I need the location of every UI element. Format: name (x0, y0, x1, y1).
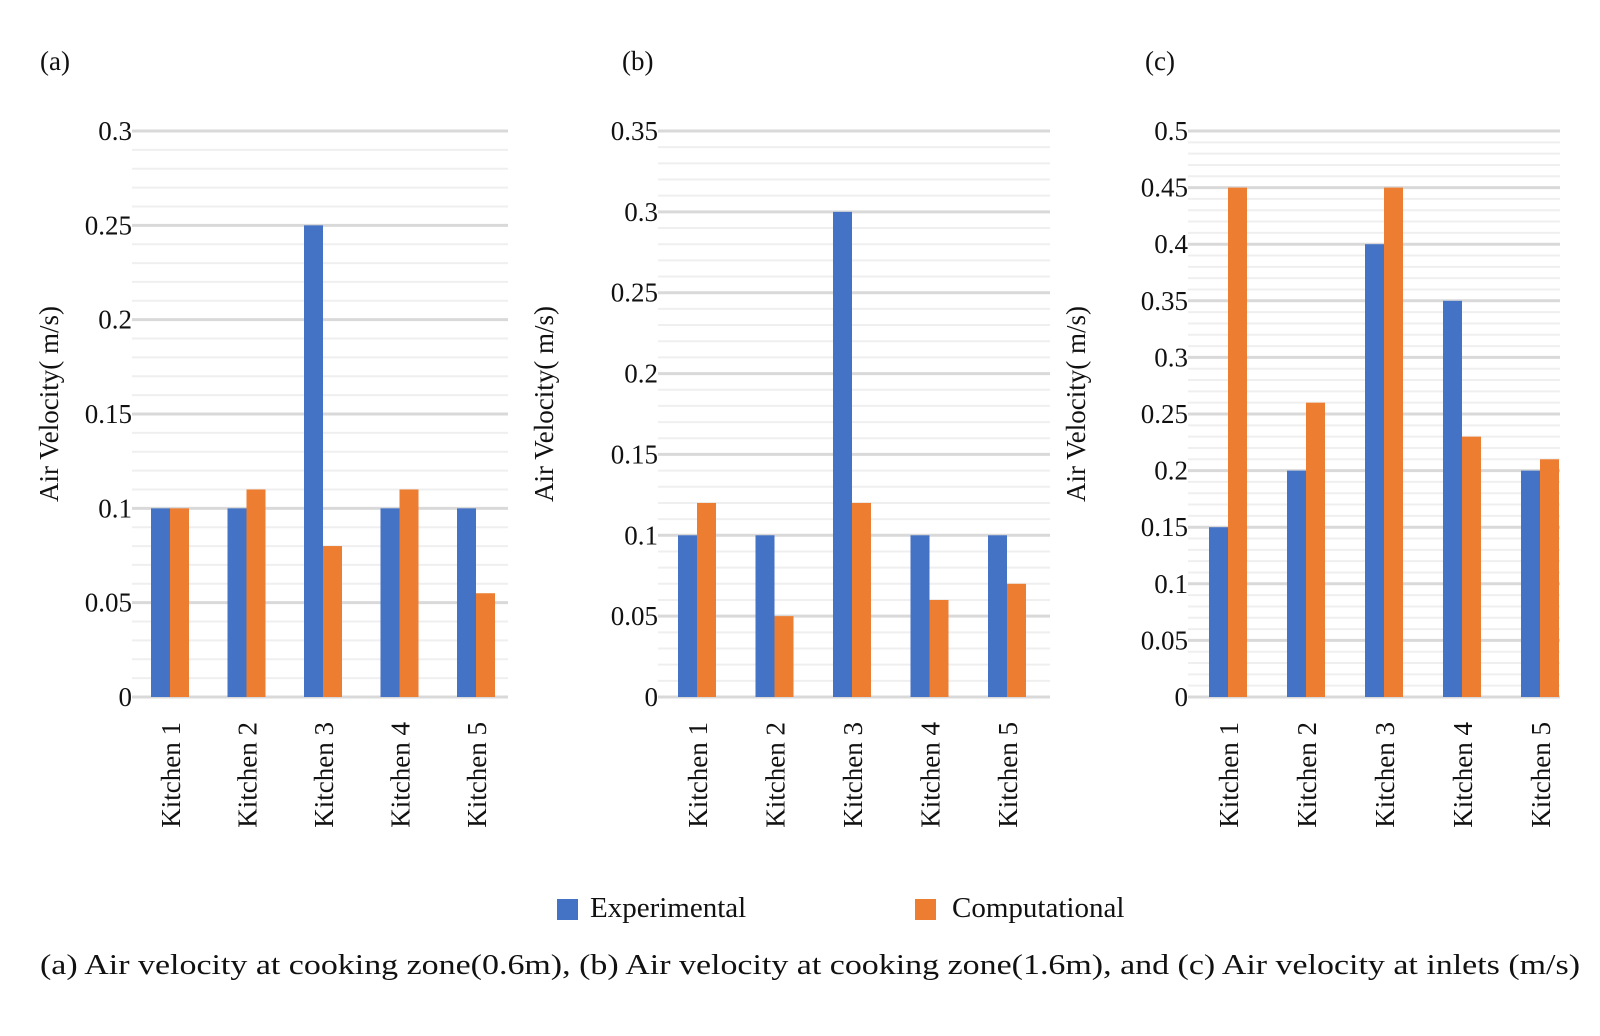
panel-label: (a) (40, 46, 70, 76)
x-category-label: Kitchen 4 (1448, 722, 1478, 828)
bar-experimental-kitchen-1 (151, 508, 170, 697)
x-category-label: Kitchen 4 (386, 722, 416, 828)
y-tick-label: 0.2 (624, 359, 658, 389)
y-tick-label: 0.25 (1141, 399, 1188, 429)
y-tick-label: 0.25 (85, 210, 132, 240)
x-category-label: Kitchen 1 (1214, 722, 1244, 828)
panel-label: (b) (622, 46, 653, 76)
x-category-label: Kitchen 2 (1292, 722, 1322, 828)
bar-experimental-kitchen-4 (910, 535, 930, 697)
bar-experimental-kitchen-2 (1287, 470, 1306, 697)
bar-experimental-kitchen-3 (833, 211, 852, 697)
y-tick-label: 0.1 (624, 520, 658, 550)
legend-swatch-experimental (557, 899, 578, 920)
bar-experimental-kitchen-5 (988, 535, 1007, 697)
bar-experimental-kitchen-3 (1365, 244, 1384, 697)
y-tick-label: 0.2 (98, 305, 132, 335)
x-category-label: Kitchen 5 (993, 722, 1023, 828)
y-tick-label: 0.05 (611, 601, 658, 631)
y-axis-title: Air Velocity( m/s) (1061, 306, 1091, 502)
bar-computational-kitchen-1 (170, 508, 189, 697)
y-tick-label: 0 (119, 682, 133, 712)
bar-experimental-kitchen-2 (227, 508, 247, 697)
y-tick-label: 0.05 (1141, 625, 1188, 655)
y-tick-label: 0.25 (611, 278, 658, 308)
legend: Experimental Computational (557, 892, 1124, 924)
y-tick-label: 0.3 (1154, 342, 1188, 372)
chart-panel-3: 0 0.05 0.1 0.15 0.2 0.25 0.3 0.35 0.4 0.45 0.5 Kitc… (1061, 46, 1560, 828)
bar-computational-kitchen-4 (399, 489, 419, 697)
bar-computational-kitchen-4 (1462, 436, 1481, 697)
bar-experimental-kitchen-4 (380, 508, 400, 697)
x-category-label: Kitchen 3 (838, 722, 868, 828)
bar-computational-kitchen-2 (246, 489, 266, 697)
x-category-label: Kitchen 5 (1526, 722, 1556, 828)
chart-panel-1: 0 0.05 0.1 0.15 0.2 0.25 0.3 Kitchen 1 Kitchen 2… (34, 46, 508, 828)
y-axis-title: Air Velocity( m/s) (529, 306, 559, 502)
legend-label-experimental: Experimental (590, 892, 746, 924)
legend-swatch-computational (915, 899, 936, 920)
bar-computational-kitchen-2 (774, 616, 794, 697)
x-category-label: Kitchen 1 (156, 722, 186, 828)
figure-caption: (a) Air velocity at cooking zone(0.6m), … (40, 949, 1580, 981)
x-category-label: Kitchen 2 (761, 722, 791, 828)
legend-label-computational: Computational (952, 892, 1124, 924)
bar-computational-kitchen-3 (323, 546, 342, 697)
y-tick-label: 0.15 (85, 399, 132, 429)
bar-computational-kitchen-4 (929, 599, 949, 697)
bar-experimental-kitchen-5 (1521, 470, 1540, 697)
x-category-label: Kitchen 3 (1370, 722, 1400, 828)
panel-label: (c) (1145, 46, 1175, 76)
bar-computational-kitchen-5 (1540, 459, 1559, 697)
bar-computational-kitchen-3 (852, 502, 871, 697)
chart-panel-2: 0 0.05 0.1 0.15 0.2 0.25 0.3 0.35 Kitchen 1 Kitch… (529, 46, 1050, 828)
y-tick-label: 0.3 (98, 116, 132, 146)
y-tick-label: 0.15 (1141, 512, 1188, 542)
y-tick-label: 0.35 (1141, 286, 1188, 316)
y-tick-label: 0 (645, 682, 659, 712)
bar-experimental-kitchen-5 (457, 508, 476, 697)
bar-computational-kitchen-5 (476, 593, 495, 697)
y-tick-label: 0.4 (1154, 229, 1188, 259)
y-tick-label: 0.05 (85, 588, 132, 618)
y-tick-label: 0.2 (1154, 456, 1188, 486)
x-category-label: Kitchen 3 (309, 722, 339, 828)
y-tick-label: 0.35 (611, 116, 658, 146)
bar-computational-kitchen-1 (697, 502, 716, 697)
x-category-label: Kitchen 5 (462, 722, 492, 828)
bar-computational-kitchen-5 (1007, 583, 1026, 697)
x-category-label: Kitchen 4 (916, 722, 946, 828)
x-category-label: Kitchen 1 (683, 722, 713, 828)
bar-experimental-kitchen-2 (755, 535, 775, 697)
y-tick-label: 0.1 (1154, 569, 1188, 599)
y-tick-label: 0.3 (624, 197, 658, 227)
y-tick-label: 0.5 (1154, 116, 1188, 146)
bar-computational-kitchen-3 (1384, 187, 1403, 697)
y-tick-label: 0.15 (611, 439, 658, 469)
y-tick-label: 0.1 (98, 493, 132, 523)
y-tick-label: 0.45 (1141, 173, 1188, 203)
bar-experimental-kitchen-4 (1443, 300, 1462, 697)
bar-experimental-kitchen-1 (1209, 527, 1228, 697)
bar-experimental-kitchen-1 (678, 535, 697, 697)
y-axis-title: Air Velocity( m/s) (34, 306, 64, 502)
bar-experimental-kitchen-3 (304, 225, 323, 698)
y-tick-label: 0 (1175, 682, 1189, 712)
charts-group: 0 0.05 0.1 0.15 0.2 0.25 0.3 Kitchen 1 Kitchen 2… (34, 46, 1560, 828)
bar-computational-kitchen-2 (1306, 402, 1325, 697)
bar-computational-kitchen-1 (1228, 187, 1247, 697)
x-category-label: Kitchen 2 (233, 722, 263, 828)
